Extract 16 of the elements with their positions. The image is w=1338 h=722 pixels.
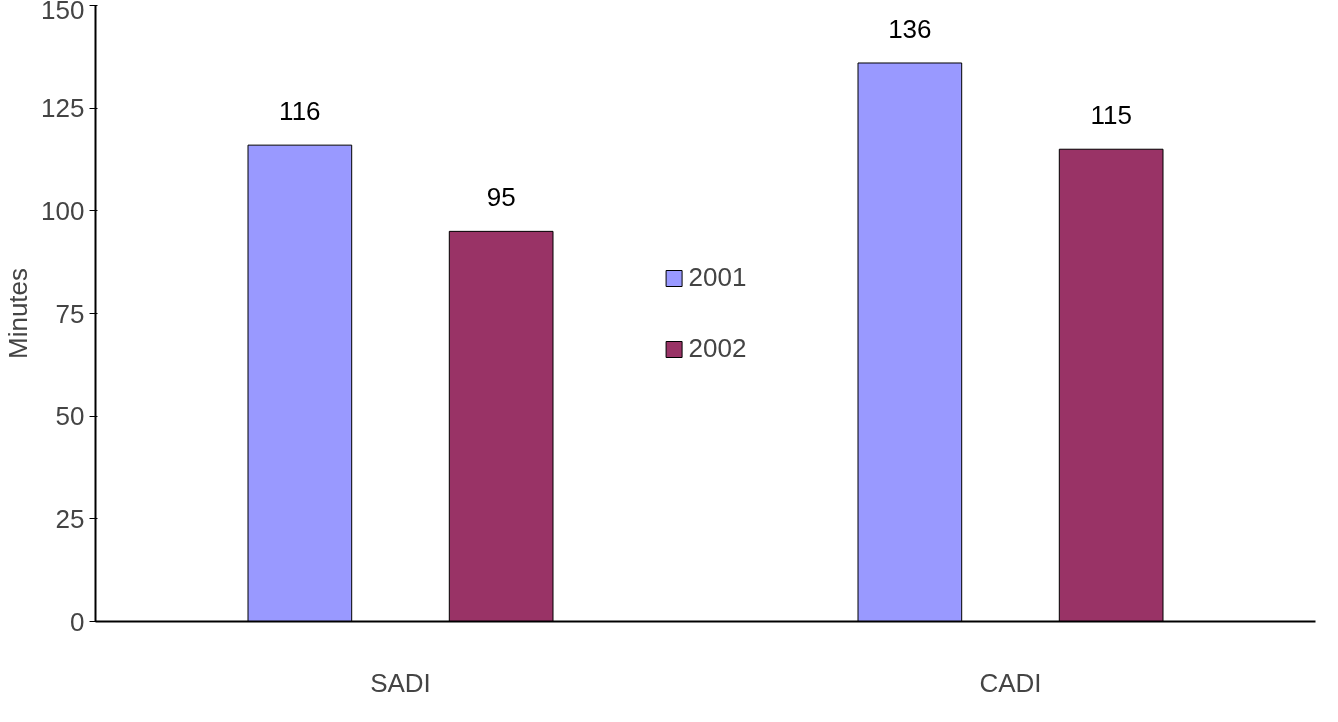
x-tick-label: SADI: [370, 667, 431, 698]
y-tick-label: 25: [55, 503, 85, 534]
y-axis-title: Minutes: [3, 267, 34, 360]
y-tick-label: 100: [41, 195, 85, 226]
data-label: 116: [279, 96, 321, 127]
data-label: 95: [486, 182, 516, 213]
y-tick-label: 125: [41, 93, 85, 124]
x-tick-label: CADI: [979, 667, 1042, 698]
y-tick-label: 150: [41, 0, 85, 25]
y-tick-label: 75: [55, 298, 85, 329]
data-label: 136: [888, 13, 932, 44]
y-tick-label: 50: [55, 401, 85, 432]
y-tick-label: 0: [70, 606, 85, 637]
data-label: 115: [1090, 100, 1132, 131]
legend-label: 2001: [688, 262, 747, 293]
legend-label: 2002: [688, 333, 747, 364]
